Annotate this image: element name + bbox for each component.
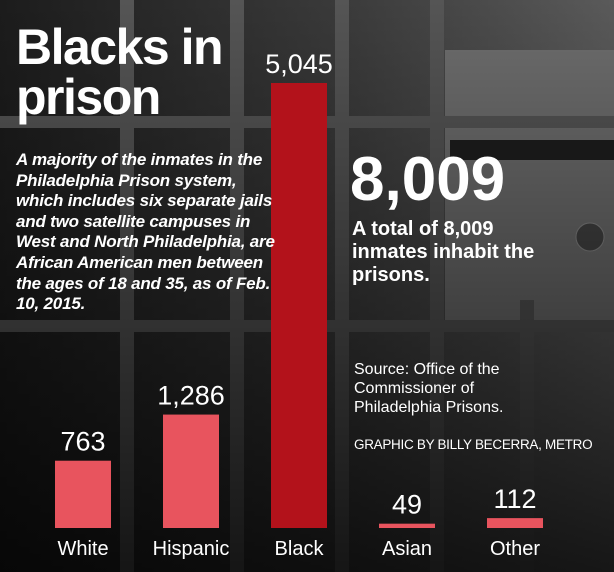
value-label: 1,286 bbox=[157, 381, 225, 411]
chart-title: Blacks in prison bbox=[16, 19, 224, 125]
bar bbox=[487, 518, 543, 528]
source: Source: Office of the Commissioner of Ph… bbox=[354, 361, 504, 416]
total-text: A total of 8,009 inmates inhabit the pri… bbox=[352, 218, 535, 286]
credit: GRAPHIC BY BILLY BECERRA, METRO bbox=[354, 437, 593, 452]
x-tick-label: Other bbox=[490, 538, 540, 560]
bar bbox=[163, 414, 219, 528]
x-tick-label: Black bbox=[275, 538, 325, 560]
value-label: 5,045 bbox=[265, 49, 333, 79]
value-label: 763 bbox=[60, 427, 105, 457]
x-tick-label: White bbox=[57, 538, 108, 560]
x-tick-label: Asian bbox=[382, 538, 432, 560]
subtitle: A majority of the inmates in the Philade… bbox=[16, 150, 275, 314]
bar bbox=[55, 460, 111, 528]
bar bbox=[379, 523, 435, 528]
total-number: 8,009 bbox=[350, 145, 506, 214]
value-label: 112 bbox=[493, 484, 536, 514]
value-label: 49 bbox=[392, 490, 422, 520]
bar bbox=[271, 83, 327, 528]
x-tick-label: Hispanic bbox=[153, 538, 230, 560]
